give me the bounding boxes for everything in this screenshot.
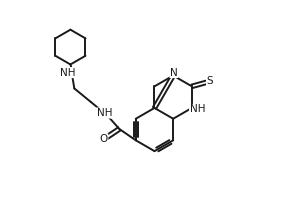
Text: O: O — [100, 134, 108, 144]
Text: NH: NH — [60, 68, 75, 78]
Text: S: S — [207, 76, 213, 86]
Text: NH: NH — [190, 104, 205, 114]
Text: NH: NH — [97, 108, 112, 118]
Text: N: N — [170, 68, 178, 78]
